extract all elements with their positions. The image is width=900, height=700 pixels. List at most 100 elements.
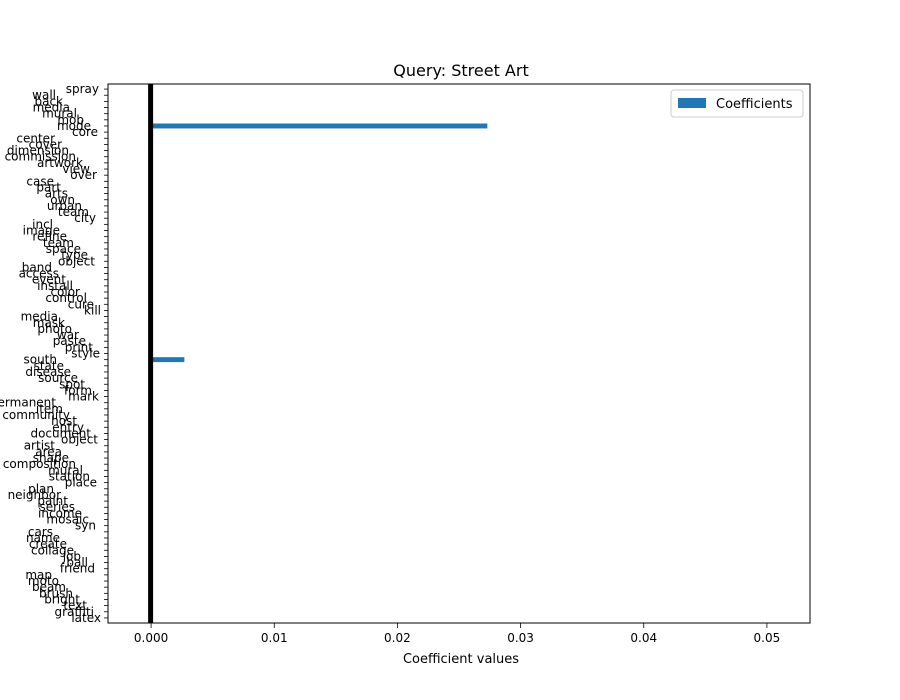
- zero-line: [148, 84, 154, 623]
- y-tick-label: artwork: [37, 156, 83, 170]
- x-tick-label: 0.04: [630, 631, 657, 645]
- y-tick-label: brush: [39, 586, 73, 600]
- y-tick-label: disease: [25, 365, 71, 379]
- y-tick-label: mural: [42, 107, 77, 121]
- y-tick-label: station: [49, 469, 90, 483]
- y-tick-label: permanent: [0, 396, 56, 410]
- legend-box: [670, 89, 804, 118]
- y-tick-label: create: [29, 537, 67, 551]
- y-tick-label: entry: [52, 420, 84, 434]
- y-tick-label: object: [61, 433, 98, 447]
- y-tick-label: style: [71, 347, 100, 361]
- y-tick-label: war: [57, 328, 79, 342]
- y-tick-label: view: [62, 162, 90, 176]
- y-tick-label: neighbor: [8, 488, 62, 502]
- y-tick-label: mob: [57, 113, 84, 127]
- y-tick-label: job: [62, 549, 81, 563]
- y-tick-label: document: [30, 426, 91, 440]
- y-tick-label: cover: [29, 137, 62, 151]
- y-tick-label: syn: [75, 519, 96, 533]
- y-tick-label: state: [34, 359, 64, 373]
- y-tick-label: mark: [68, 390, 99, 404]
- y-tick-label: mask: [33, 316, 65, 330]
- x-axis-label: Coefficient values: [403, 652, 519, 667]
- y-tick-label: media: [33, 101, 70, 115]
- y-tick-label: commission: [5, 150, 76, 164]
- x-tick-label: 0.01: [261, 631, 288, 645]
- y-tick-label: plan: [28, 482, 54, 496]
- y-tick-label: spray: [66, 82, 99, 96]
- y-tick-label: bright: [44, 592, 80, 606]
- plot-area: [108, 84, 810, 623]
- y-tick-label: part: [36, 180, 61, 194]
- y-tick-label: color: [50, 285, 80, 299]
- y-tick-label: form: [64, 383, 92, 397]
- y-tick-label: own: [50, 193, 75, 207]
- y-tick-label: control: [45, 291, 87, 305]
- y-tick-label: event: [32, 273, 66, 287]
- y-tick-label: text: [63, 599, 87, 613]
- y-tick-label: place: [65, 476, 97, 490]
- y-tick-label: graffiti: [54, 605, 94, 619]
- y-tick-label: band: [22, 260, 52, 274]
- x-tick-label: 0.03: [507, 631, 534, 645]
- y-tick-label: paste: [53, 334, 86, 348]
- y-tick-label: ball: [66, 556, 88, 570]
- y-tick-label: object: [58, 254, 95, 268]
- y-tick-label: artist: [24, 439, 56, 453]
- y-tick-label: arts: [45, 187, 68, 201]
- y-tick-label: beam: [32, 580, 66, 594]
- y-tick-label: composition: [3, 457, 76, 471]
- y-tick-label: spot: [59, 377, 85, 391]
- y-tick-label: moto: [28, 574, 59, 588]
- y-tick-label: refine: [32, 230, 67, 244]
- y-tick-label: install: [37, 279, 73, 293]
- y-tick-label: back: [34, 94, 63, 108]
- x-tick-label: 0.05: [754, 631, 781, 645]
- y-tick-label: source: [38, 371, 78, 385]
- y-tick-label: core: [72, 125, 98, 139]
- y-tick-label: item: [36, 402, 63, 416]
- chart-title: Query: Street Art: [393, 61, 528, 80]
- y-tick-label: mosaic: [46, 513, 89, 527]
- y-tick-label: series: [39, 500, 75, 514]
- y-tick-label: south: [23, 353, 57, 367]
- legend-entry: Coefficients: [716, 97, 793, 112]
- y-tick-label: shape: [33, 451, 69, 465]
- y-tick-label: collage: [31, 543, 74, 557]
- y-tick-label: image: [23, 224, 60, 238]
- y-tick-label: latex: [71, 611, 101, 625]
- y-tick-label: cure: [68, 297, 94, 311]
- y-tick-label: mode: [57, 119, 91, 133]
- y-tick-label: city: [74, 211, 96, 225]
- y-tick-label: host: [51, 414, 77, 428]
- y-tick-label: dimension: [7, 144, 69, 158]
- y-tick-label: paint: [37, 494, 68, 508]
- y-tick-label: mural: [48, 463, 83, 477]
- x-axis-ticks: 0.000 0.01 0.02 0.03 0.04 0.05: [134, 623, 780, 645]
- x-tick-label: 0.02: [384, 631, 411, 645]
- y-tick-label: type: [61, 248, 88, 262]
- y-tick-label: incl: [32, 217, 53, 231]
- y-tick-label: team: [43, 236, 74, 250]
- y-tick-label: community: [2, 408, 70, 422]
- y-tick-label: photo: [37, 322, 72, 336]
- y-tick-label: name: [26, 531, 60, 545]
- plot-frame: [107, 83, 811, 624]
- y-tick-label: friend: [60, 562, 95, 576]
- y-tick-label: cars: [28, 525, 53, 539]
- y-tick-label: wall: [32, 88, 56, 102]
- y-tick-label: print: [65, 340, 93, 354]
- y-tick-label: urban: [47, 199, 82, 213]
- y-tick-label: area: [35, 445, 62, 459]
- bar: [151, 123, 488, 129]
- y-tick-label: access: [19, 267, 59, 281]
- legend: Coefficients: [670, 89, 804, 118]
- y-tick-label: center: [16, 131, 55, 145]
- x-tick-label: 0.000: [134, 631, 168, 645]
- bars: [148, 84, 488, 623]
- y-tick-label: case: [26, 174, 54, 188]
- bar: [151, 357, 185, 363]
